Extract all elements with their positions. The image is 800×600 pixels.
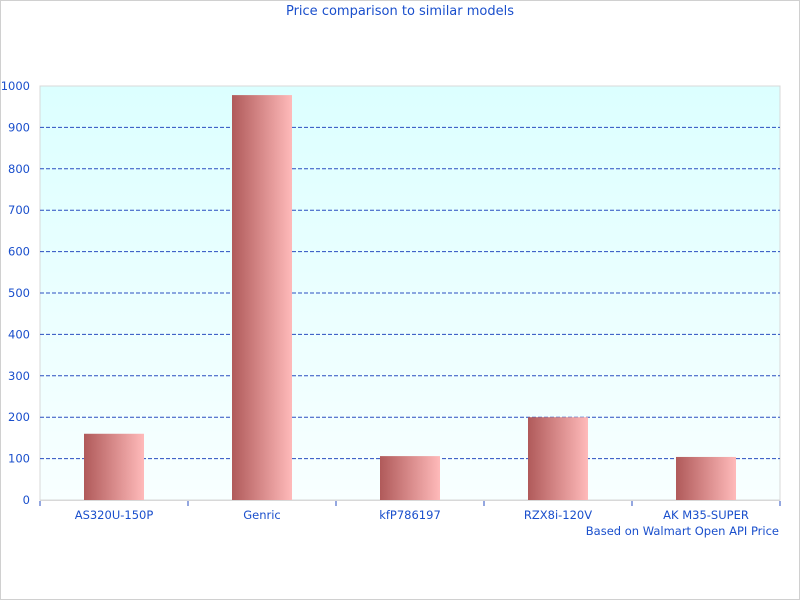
x-tick-label: AK M35-SUPER <box>663 508 749 522</box>
y-tick-label: 200 <box>8 410 30 424</box>
bar <box>528 417 588 500</box>
chart-title: Price comparison to similar models <box>285 4 515 19</box>
bar <box>232 95 292 500</box>
x-tick-label: RZX8i-120V <box>524 508 592 522</box>
y-tick-label: 100 <box>8 452 30 466</box>
bar <box>84 433 144 500</box>
y-tick-label: 0 <box>23 493 30 507</box>
y-tick-label: 300 <box>8 369 30 383</box>
x-tick-label: AS320U-150P <box>75 508 154 522</box>
y-tick-label: 900 <box>8 120 30 134</box>
y-tick-label: 500 <box>8 286 30 300</box>
y-tick-label: 600 <box>8 245 30 259</box>
y-tick-label: 700 <box>8 203 30 217</box>
bar <box>380 456 440 500</box>
chart-credit: Based on Walmart Open API Price <box>585 524 779 538</box>
y-tick-label: 400 <box>8 327 30 341</box>
x-tick-label: Genric <box>243 508 281 522</box>
bar <box>676 456 736 500</box>
y-tick-label: 1000 <box>1 79 30 93</box>
x-tick-label: kfP786197 <box>379 508 441 522</box>
y-tick-label: 800 <box>8 162 30 176</box>
